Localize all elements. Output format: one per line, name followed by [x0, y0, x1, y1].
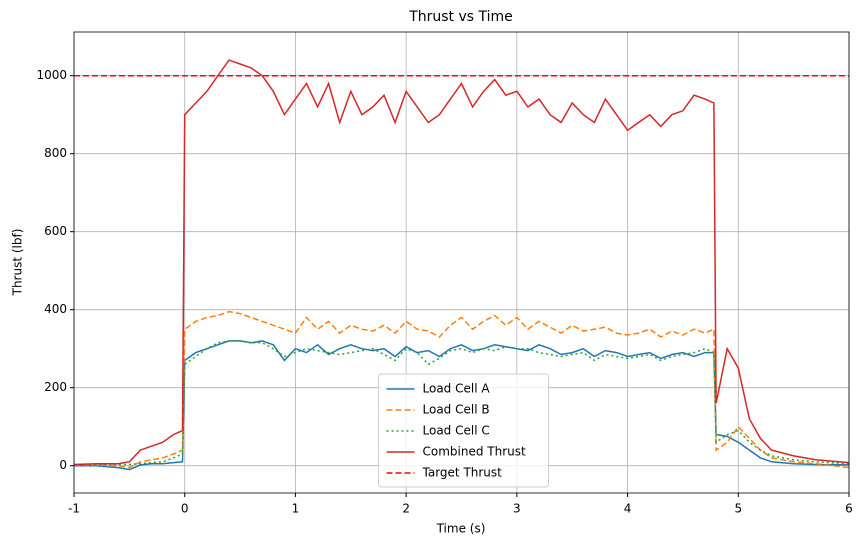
legend-label: Combined Thrust: [423, 445, 527, 459]
y-axis-label: Thrust (lbf): [11, 229, 25, 297]
y-tick-label: 0: [59, 458, 67, 472]
series-line: [73, 59, 850, 466]
y-tick-label: 600: [44, 224, 67, 238]
x-axis-label: Time (s): [436, 522, 486, 536]
y-tick-label: 200: [44, 380, 67, 394]
x-tick-label: -1: [68, 502, 80, 516]
legend-label: Load Cell B: [423, 403, 490, 417]
x-tick-label: 1: [292, 502, 300, 516]
y-tick-label: 400: [44, 302, 67, 316]
x-tick-label: 4: [624, 502, 632, 516]
x-tick-label: 3: [513, 502, 521, 516]
y-tick-label: 1000: [36, 68, 67, 82]
x-tick-label: 6: [845, 502, 853, 516]
legend-box: [378, 373, 549, 488]
plot-frame: [73, 31, 850, 494]
chart-title: Thrust vs Time: [408, 9, 513, 25]
series-line: [74, 310, 850, 469]
x-tick-label: 5: [734, 502, 742, 516]
legend-label: Target Thrust: [422, 466, 503, 480]
x-tick-label: 0: [181, 502, 189, 516]
x-tick-label: 2: [402, 502, 410, 516]
legend-label: Load Cell C: [423, 424, 490, 438]
y-tick-label: 800: [44, 146, 67, 160]
series-line: [74, 340, 850, 466]
legend-label: Load Cell A: [423, 382, 491, 396]
